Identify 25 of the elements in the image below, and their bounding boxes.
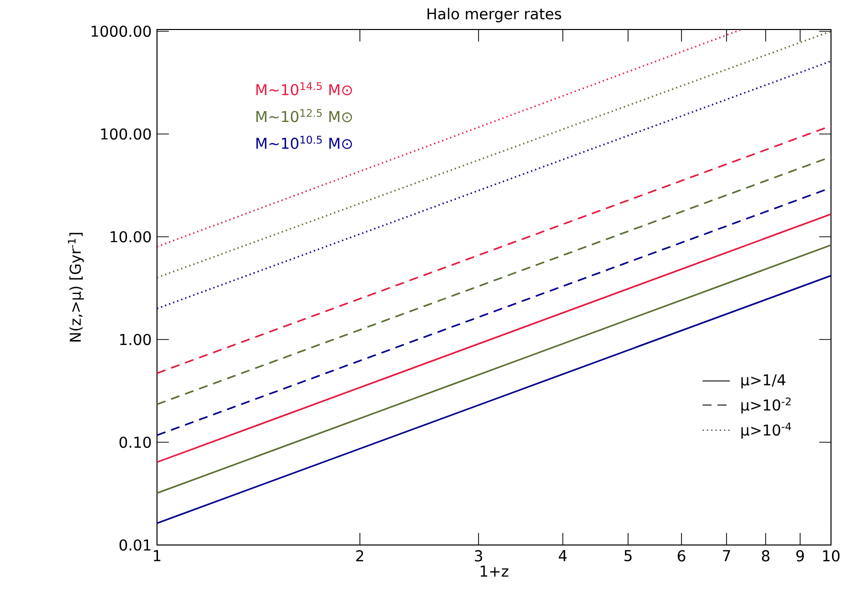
y-tick-label: 1000.00 <box>92 26 151 37</box>
x-tick-label: 7 <box>723 550 730 562</box>
x-axis-title: 1+z <box>480 566 508 577</box>
annotation: μ>1/4 <box>741 374 786 388</box>
x-tick-label: 5 <box>624 550 632 562</box>
x-tick-label: 8 <box>762 550 770 562</box>
text: M~10$^{14.5}$ M⊙ <box>256 82 352 96</box>
y-tick-label: 0.10 <box>120 436 151 448</box>
text: M~10$^{12.5}$ M⊙ <box>256 108 352 122</box>
y-tick-label: 100.00 <box>101 128 151 140</box>
y-tick-label: 1.00 <box>120 334 151 346</box>
x-tick-label: 10 <box>823 550 840 562</box>
x-tick-label: 3 <box>474 550 482 562</box>
text: M~10$^{10.5}$ M⊙ <box>256 136 352 149</box>
x-tick-label: 1 <box>154 550 160 562</box>
x-tick-label: 2 <box>356 550 364 562</box>
y-axis-title: N(z,>μ) [Gyr$^{-1}$] <box>68 232 84 342</box>
x-tick-label: 9 <box>796 550 804 562</box>
chart-title: Halo merger rates <box>428 8 562 22</box>
y-tick-label: 10.00 <box>110 231 151 242</box>
y-tick-label: 0.01 <box>120 539 150 551</box>
x-tick-label: 4 <box>558 550 567 562</box>
x-tick-label: 6 <box>678 550 686 562</box>
annotation: μ>10$^{-4}$ <box>741 422 792 439</box>
annotation: μ>10$^{-2}$ <box>741 397 791 414</box>
